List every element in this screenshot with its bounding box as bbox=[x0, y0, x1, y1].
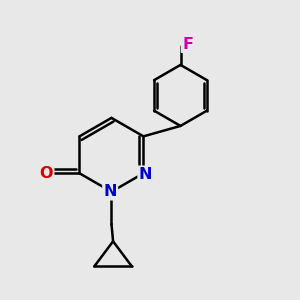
Text: O: O bbox=[40, 166, 53, 181]
Text: N: N bbox=[139, 167, 152, 182]
Text: N: N bbox=[103, 184, 117, 199]
Text: F: F bbox=[182, 37, 193, 52]
